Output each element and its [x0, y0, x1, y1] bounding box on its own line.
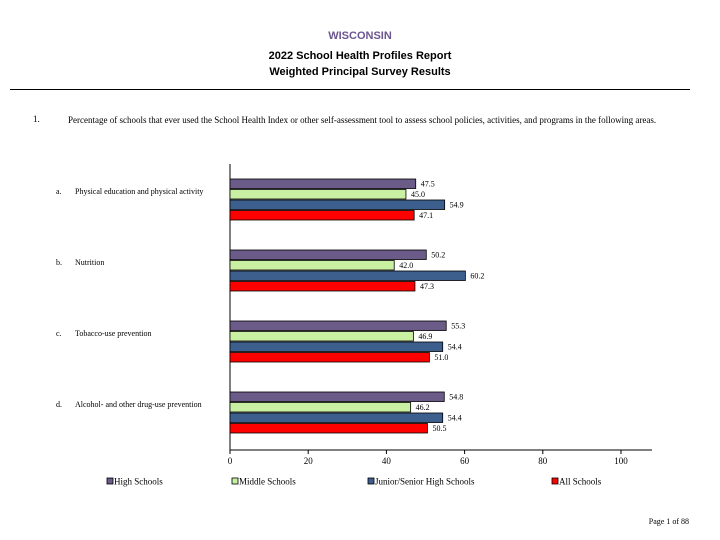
bar — [229, 352, 430, 363]
bar — [229, 341, 444, 352]
x-tick-label: 100 — [614, 456, 628, 466]
data-label: 42.0 — [399, 261, 413, 270]
legend-label: Junior/Senior High Schools — [375, 477, 475, 487]
bar — [229, 210, 415, 221]
data-label: 46.9 — [418, 332, 432, 341]
legend-label: Middle Schools — [239, 477, 296, 487]
state-name: WISCONSIN — [328, 30, 392, 42]
category-letter: a. — [56, 187, 62, 196]
data-label: 47.5 — [421, 180, 435, 189]
question-number: 1. — [33, 114, 40, 124]
category-label: Alcohol- and other drug-use prevention — [75, 400, 202, 409]
data-label: 46.2 — [416, 403, 430, 412]
data-label: 54.4 — [448, 414, 462, 423]
data-label: 54.9 — [450, 201, 464, 210]
bar — [229, 199, 446, 210]
legend-swatch — [367, 477, 375, 485]
page-number: Page 1 of 88 — [648, 517, 689, 526]
legend-swatch — [231, 477, 239, 485]
category-label: Tobacco-use prevention — [75, 329, 152, 338]
data-label: 45.0 — [411, 190, 425, 199]
bar — [229, 260, 395, 271]
report-title: 2022 School Health Profiles Report — [268, 50, 452, 62]
bar — [229, 249, 427, 260]
data-label: 60.2 — [470, 272, 484, 281]
data-label: 55.3 — [451, 322, 465, 331]
x-tick-label: 60 — [460, 456, 470, 466]
data-label: 50.2 — [431, 251, 445, 260]
report-subtitle: Weighted Principal Survey Results — [269, 66, 451, 78]
bar — [229, 331, 414, 342]
x-tick-label: 20 — [304, 456, 314, 466]
category-letter: c. — [56, 329, 62, 338]
bar — [229, 320, 447, 331]
header-rule — [10, 89, 690, 90]
data-label: 47.1 — [419, 211, 433, 220]
question-text: Percentage of schools that ever used the… — [68, 115, 657, 125]
x-tick-label: 40 — [382, 456, 392, 466]
bar — [229, 281, 416, 292]
bar — [229, 412, 444, 423]
legend-swatch — [106, 477, 114, 485]
legend-label: High Schools — [114, 477, 163, 487]
legend-swatch — [551, 477, 559, 485]
bar — [229, 423, 428, 434]
category-label: Nutrition — [75, 258, 104, 267]
data-label: 54.8 — [449, 393, 463, 402]
data-label: 47.3 — [420, 282, 434, 291]
bar — [229, 402, 412, 413]
bar — [229, 178, 417, 189]
data-label: 54.4 — [448, 343, 462, 352]
data-label: 51.0 — [434, 353, 448, 362]
category-letter: d. — [56, 400, 62, 409]
category-label: Physical education and physical activity — [75, 187, 203, 196]
category-letter: b. — [56, 258, 62, 267]
bar — [229, 270, 466, 281]
legend-label: All Schools — [559, 477, 602, 487]
bar — [229, 391, 445, 402]
x-tick-label: 0 — [228, 456, 233, 466]
x-tick-label: 80 — [538, 456, 548, 466]
data-label: 50.5 — [432, 424, 446, 433]
bar — [229, 189, 407, 200]
